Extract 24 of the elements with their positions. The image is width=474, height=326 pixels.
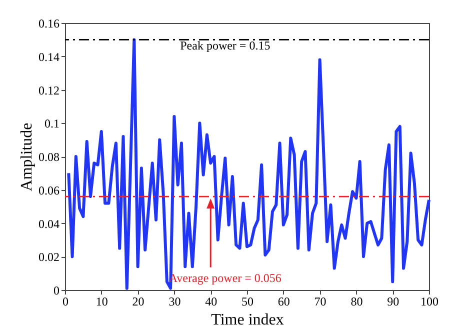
x-tick-label: 60 bbox=[278, 294, 290, 308]
line-series bbox=[67, 38, 430, 290]
x-tick-label: 10 bbox=[96, 294, 108, 308]
x-axis-title: Time index bbox=[211, 312, 284, 326]
y-tick-label: 0.04 bbox=[38, 216, 60, 231]
x-tick-label: 90 bbox=[387, 294, 400, 308]
y-tick-label: 0.12 bbox=[38, 83, 60, 98]
y-tick-label: 0.1 bbox=[44, 116, 60, 131]
x-tick-label: 20 bbox=[132, 294, 144, 308]
y-axis-title: Amplitude bbox=[18, 122, 36, 192]
x-tick-label: 70 bbox=[314, 294, 326, 308]
x-tick-label: 30 bbox=[168, 294, 181, 308]
x-tick-label: 80 bbox=[350, 294, 363, 308]
x-tick-label: 40 bbox=[205, 294, 218, 308]
x-tick-label: 0 bbox=[62, 294, 68, 308]
y-tick-label: 0.14 bbox=[38, 50, 60, 64]
y-tick-label: 0.02 bbox=[38, 250, 60, 264]
x-tick-label: 50 bbox=[242, 294, 254, 308]
y-tick-label: 0.08 bbox=[38, 150, 60, 164]
ref-line-label: Peak power = 0.15 bbox=[180, 38, 270, 53]
x-tick-label: 100 bbox=[420, 294, 438, 308]
y-tick-label: 0.06 bbox=[38, 183, 60, 198]
y-tick-label: 0.16 bbox=[38, 16, 60, 30]
y-tick-label: 0 bbox=[54, 284, 60, 298]
